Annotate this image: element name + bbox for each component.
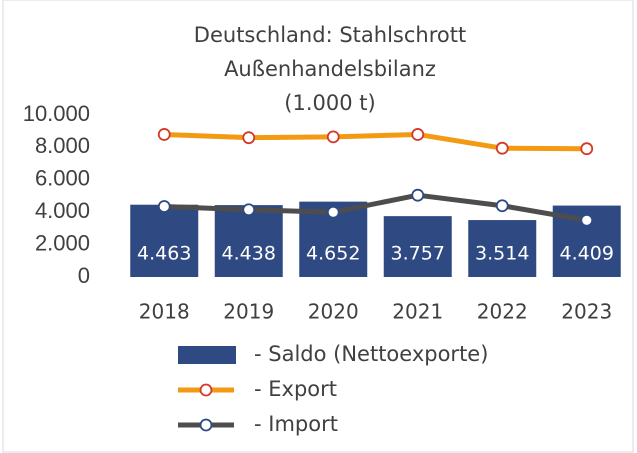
y-tick-label: 6.000	[35, 166, 90, 191]
x-tick-label: 2020	[308, 300, 359, 324]
marker	[242, 203, 256, 217]
bar	[130, 204, 199, 277]
marker	[580, 213, 594, 227]
marker	[157, 200, 171, 213]
legend-label: - Export	[254, 377, 337, 401]
bar	[214, 205, 283, 277]
y-tick-label: 4.000	[35, 198, 90, 223]
value-label: 4.652	[306, 243, 360, 265]
value-label: 4.409	[560, 243, 614, 265]
marker	[411, 128, 425, 141]
marker	[242, 131, 256, 145]
marker	[495, 199, 509, 213]
legend-marker	[199, 418, 213, 432]
bar	[383, 216, 452, 277]
value-label: 3.514	[475, 243, 529, 265]
value-label: 3.757	[391, 243, 445, 265]
x-tick-label: 2022	[477, 300, 528, 324]
marker	[580, 142, 594, 156]
chart-title: Außenhandelsbilanz	[224, 57, 436, 81]
value-label: 4.463	[137, 243, 191, 265]
legend-label: - Import	[254, 412, 338, 436]
legend-label: - Saldo (Nettoexporte)	[254, 342, 488, 366]
chart-title: (1.000 t)	[284, 91, 375, 115]
line	[164, 131, 587, 152]
bar	[468, 220, 537, 277]
marker	[157, 128, 171, 141]
legend-swatch	[178, 346, 236, 364]
chart-title: Deutschland: Stahlschrott	[194, 23, 466, 47]
marker	[495, 141, 509, 155]
x-tick-label: 2019	[223, 300, 274, 324]
y-tick-label: 0	[78, 263, 90, 288]
x-tick-label: 2023	[561, 300, 612, 324]
marker	[411, 188, 425, 202]
y-tick-label: 2.000	[35, 230, 90, 255]
y-tick-label: 10.000	[23, 101, 90, 126]
x-tick-label: 2018	[139, 300, 190, 324]
x-tick-label: 2021	[392, 300, 443, 324]
legend-marker	[199, 383, 213, 397]
marker	[326, 205, 340, 219]
value-label: 4.438	[222, 243, 276, 265]
line	[164, 192, 588, 223]
marker	[326, 130, 340, 144]
y-tick-label: 8.000	[35, 133, 90, 158]
